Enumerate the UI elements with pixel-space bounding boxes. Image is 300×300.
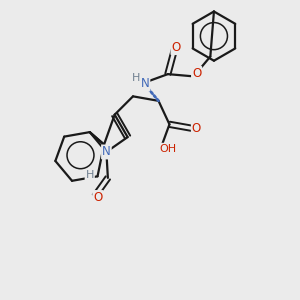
Text: O: O — [192, 67, 201, 80]
Text: H: H — [132, 73, 140, 83]
Text: O: O — [192, 122, 201, 135]
Text: N: N — [102, 146, 111, 158]
Text: N: N — [141, 77, 149, 90]
Text: O: O — [93, 191, 103, 204]
Text: H: H — [85, 170, 94, 180]
Text: O: O — [171, 41, 181, 54]
Text: OH: OH — [159, 144, 176, 154]
